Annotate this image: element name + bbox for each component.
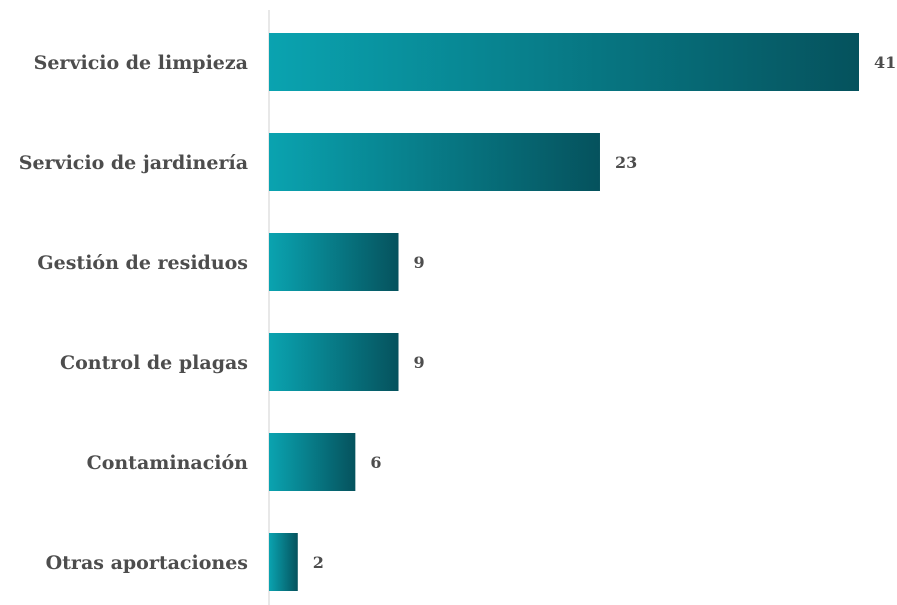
category-label: Contaminación [87,452,249,474]
category-label: Servicio de jardinería [19,152,248,174]
category-label: Control de plagas [60,352,248,374]
bars-layer [269,33,859,591]
category-label: Servicio de limpieza [34,52,248,74]
category-labels: Servicio de limpieza Servicio de jardiner… [19,52,248,574]
data-label: 23 [615,153,637,172]
category-label: Otras aportaciones [46,552,248,574]
bar [269,33,859,91]
bar [269,133,600,191]
data-label: 9 [414,253,425,272]
data-label: 9 [414,353,425,372]
data-label: 41 [874,53,896,72]
bar [269,433,356,491]
value-labels: 41 23 9 9 6 2 [313,53,896,572]
bar [269,533,298,591]
bar [269,333,399,391]
data-label: 6 [370,453,381,472]
bar [269,233,399,291]
data-label: 2 [313,553,324,572]
category-label: Gestión de residuos [37,252,248,274]
